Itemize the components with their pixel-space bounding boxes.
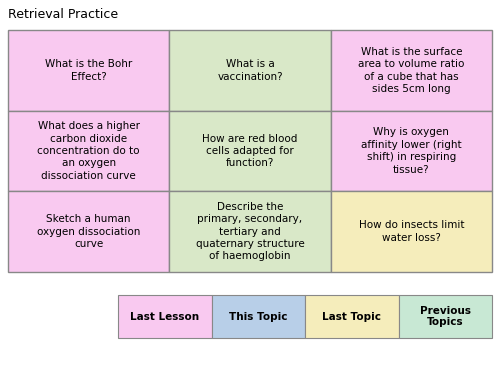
Bar bbox=[170, 111, 330, 191]
Bar bbox=[118, 295, 212, 338]
Bar bbox=[170, 191, 330, 272]
Text: What is a
vaccination?: What is a vaccination? bbox=[217, 59, 283, 81]
Text: Last Topic: Last Topic bbox=[322, 312, 382, 321]
Text: This Topic: This Topic bbox=[229, 312, 288, 321]
Text: Describe the
primary, secondary,
tertiary and
quaternary structure
of haemoglobi: Describe the primary, secondary, tertiar… bbox=[196, 202, 304, 261]
Text: Why is oxygen
affinity lower (right
shift) in respiring
tissue?: Why is oxygen affinity lower (right shif… bbox=[361, 128, 462, 175]
Text: What does a higher
carbon dioxide
concentration do to
an oxygen
dissociation cur: What does a higher carbon dioxide concen… bbox=[38, 121, 140, 181]
Bar bbox=[8, 191, 170, 272]
Text: Previous
Topics: Previous Topics bbox=[420, 306, 471, 327]
Bar bbox=[398, 295, 492, 338]
Text: How do insects limit
water loss?: How do insects limit water loss? bbox=[358, 220, 464, 243]
Text: Last Lesson: Last Lesson bbox=[130, 312, 200, 321]
Bar bbox=[330, 30, 492, 111]
Text: Sketch a human
oxygen dissociation
curve: Sketch a human oxygen dissociation curve bbox=[37, 214, 140, 249]
Bar bbox=[212, 295, 305, 338]
Bar bbox=[8, 111, 170, 191]
Bar bbox=[8, 30, 170, 111]
Bar bbox=[330, 111, 492, 191]
Bar bbox=[170, 30, 330, 111]
Text: What is the Bohr
Effect?: What is the Bohr Effect? bbox=[45, 59, 132, 81]
Text: How are red blood
cells adapted for
function?: How are red blood cells adapted for func… bbox=[202, 134, 298, 168]
Text: What is the surface
area to volume ratio
of a cube that has
sides 5cm long: What is the surface area to volume ratio… bbox=[358, 47, 465, 94]
Bar bbox=[330, 191, 492, 272]
Text: Retrieval Practice: Retrieval Practice bbox=[8, 8, 118, 21]
Bar bbox=[305, 295, 398, 338]
